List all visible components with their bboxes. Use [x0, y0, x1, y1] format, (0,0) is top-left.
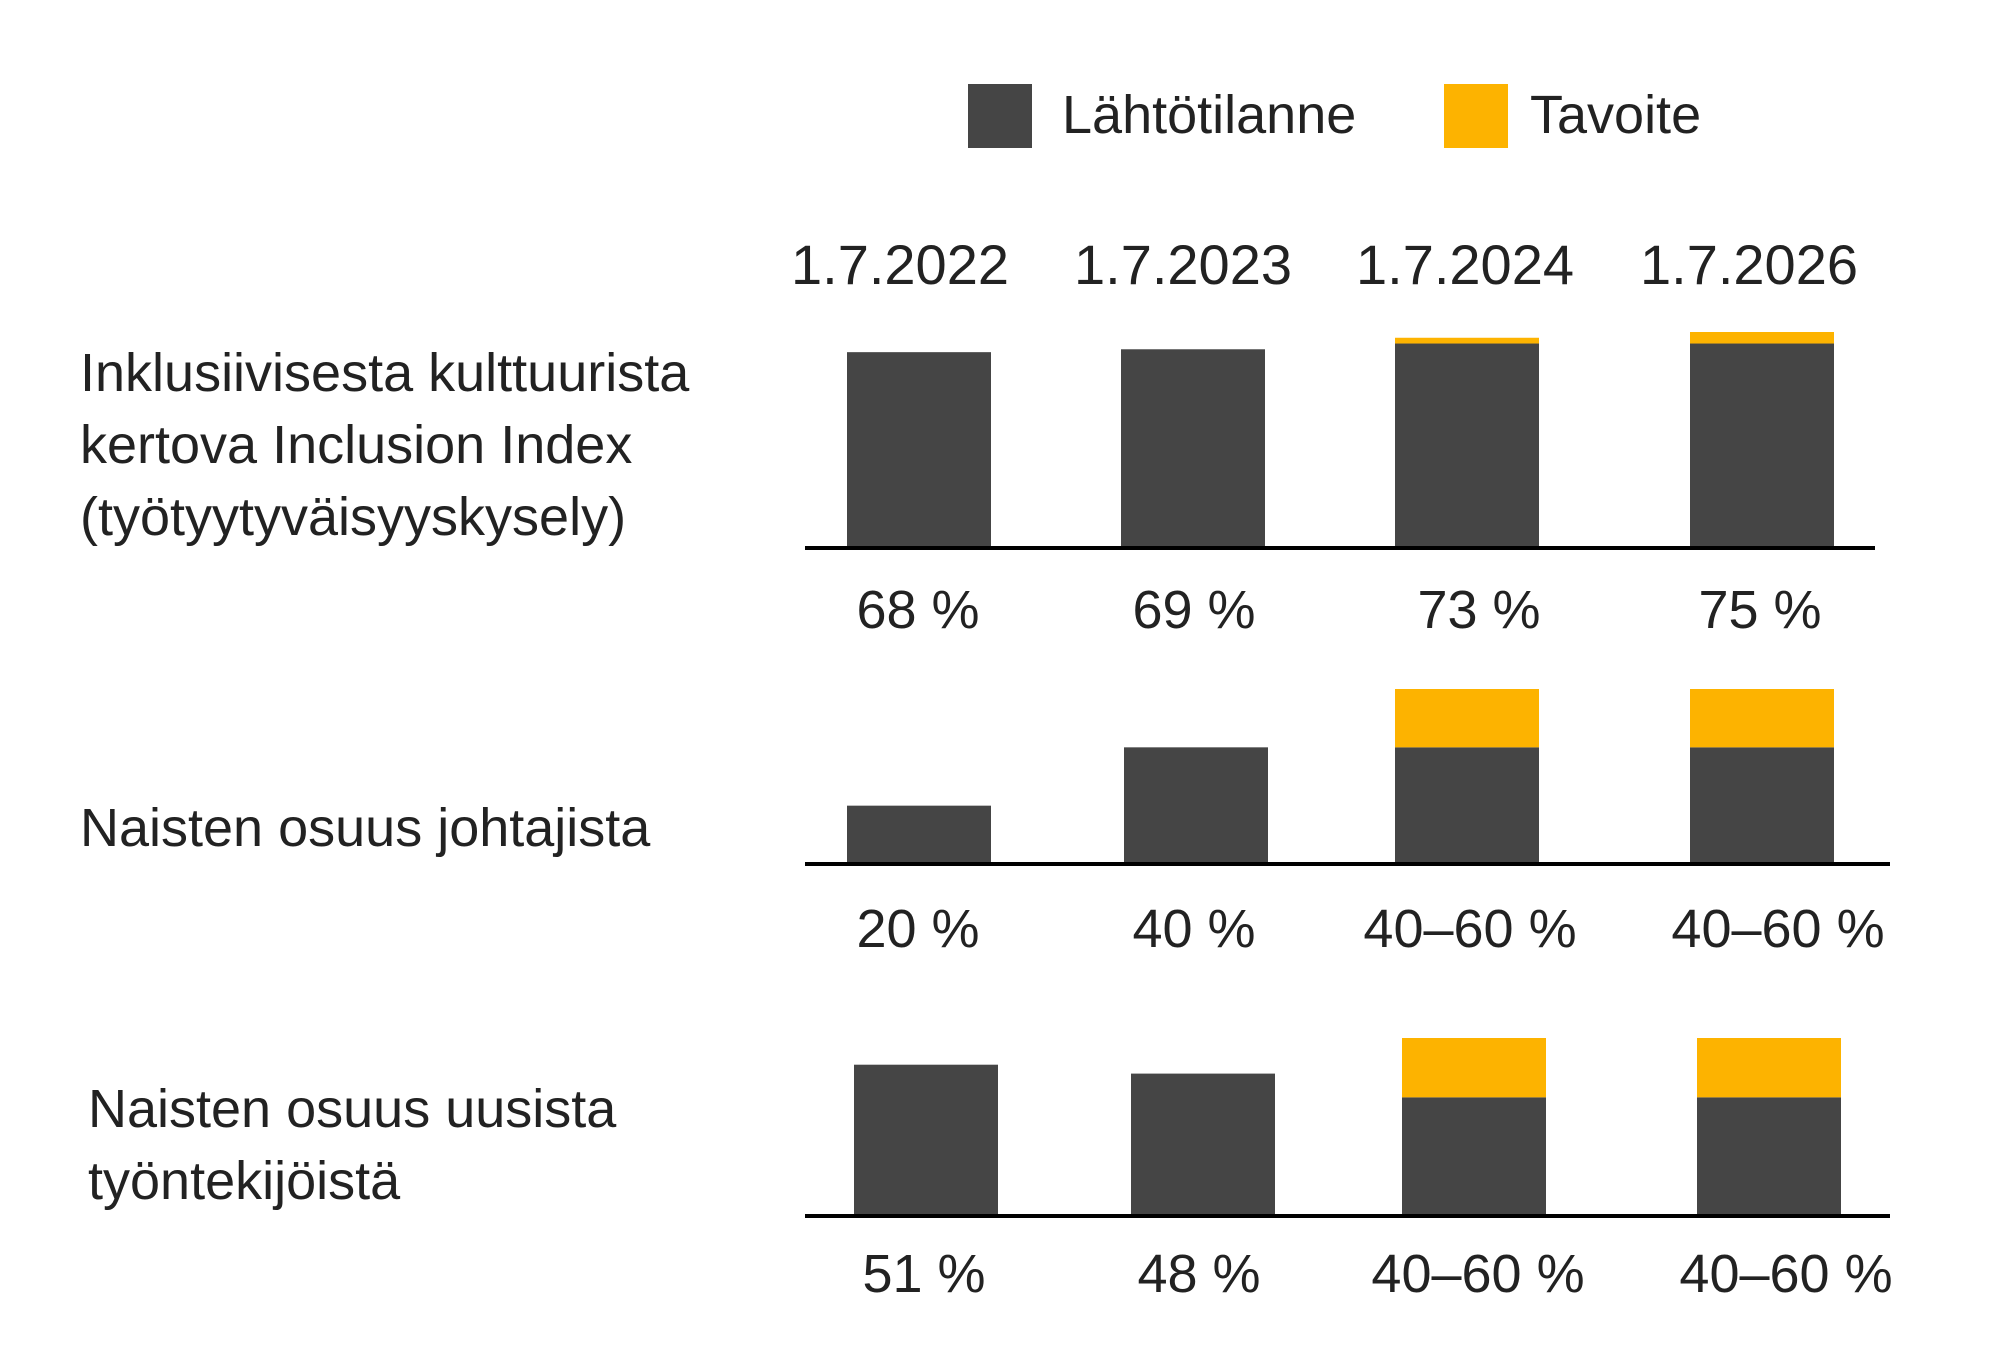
value-label: 40–60 % — [1363, 899, 1576, 959]
value-label: 75 % — [1698, 580, 1821, 640]
category-label: 1.7.2024 — [1356, 233, 1574, 296]
value-label: 73 % — [1417, 580, 1540, 640]
bar-baseline — [847, 805, 991, 864]
bar-baseline — [1395, 747, 1539, 864]
bar-baseline — [1402, 1097, 1546, 1216]
bar-baseline — [847, 352, 991, 548]
value-label: 40–60 % — [1671, 899, 1884, 959]
row-label-women-new-hires: Naisten osuus uusista työntekijöistä — [88, 1073, 616, 1217]
bar-baseline — [1131, 1073, 1275, 1216]
value-label: 51 % — [862, 1244, 985, 1304]
row-label-women-managers: Naisten osuus johtajista — [80, 792, 650, 864]
bar-target — [1395, 689, 1539, 748]
bar-target — [1402, 1038, 1546, 1098]
bar-baseline — [1121, 349, 1265, 548]
bar-baseline — [1690, 343, 1834, 548]
category-label: 1.7.2022 — [791, 233, 1009, 296]
value-label: 20 % — [856, 899, 979, 959]
row-label-line: (työtyytyväisyyskysely) — [80, 487, 627, 547]
category-label: 1.7.2026 — [1640, 233, 1858, 296]
row-label-line: Inklusiivisesta kulttuurista — [80, 343, 690, 403]
row-label-line: Naisten osuus johtajista — [80, 798, 651, 858]
category-label: 1.7.2023 — [1074, 233, 1292, 296]
value-label: 48 % — [1137, 1244, 1260, 1304]
value-label: 40 % — [1132, 899, 1255, 959]
value-label: 68 % — [856, 580, 979, 640]
row-label-line: kertova Inclusion Index — [80, 415, 633, 475]
bar-baseline — [854, 1064, 998, 1216]
legend-swatch-target — [1444, 84, 1508, 148]
row-label-line: Naisten osuus uusista — [88, 1079, 617, 1139]
value-label: 40–60 % — [1371, 1244, 1584, 1304]
bar-baseline — [1124, 747, 1268, 864]
bar-baseline — [1395, 343, 1539, 548]
value-label: 69 % — [1132, 580, 1255, 640]
row-label-inclusion-index: Inklusiivisesta kulttuurista kertova Inc… — [80, 337, 689, 553]
legend-label-target: Tavoite — [1530, 85, 1701, 145]
legend-swatch-baseline — [968, 84, 1032, 148]
value-label: 40–60 % — [1679, 1244, 1892, 1304]
bar-target — [1690, 332, 1834, 344]
bar-baseline — [1690, 747, 1834, 864]
legend-label-baseline: Lähtötilanne — [1062, 85, 1356, 145]
row-label-line: työntekijöistä — [88, 1151, 401, 1211]
bar-baseline — [1697, 1097, 1841, 1216]
bar-target — [1690, 689, 1834, 748]
bar-target — [1697, 1038, 1841, 1098]
bar-target — [1395, 337, 1539, 344]
